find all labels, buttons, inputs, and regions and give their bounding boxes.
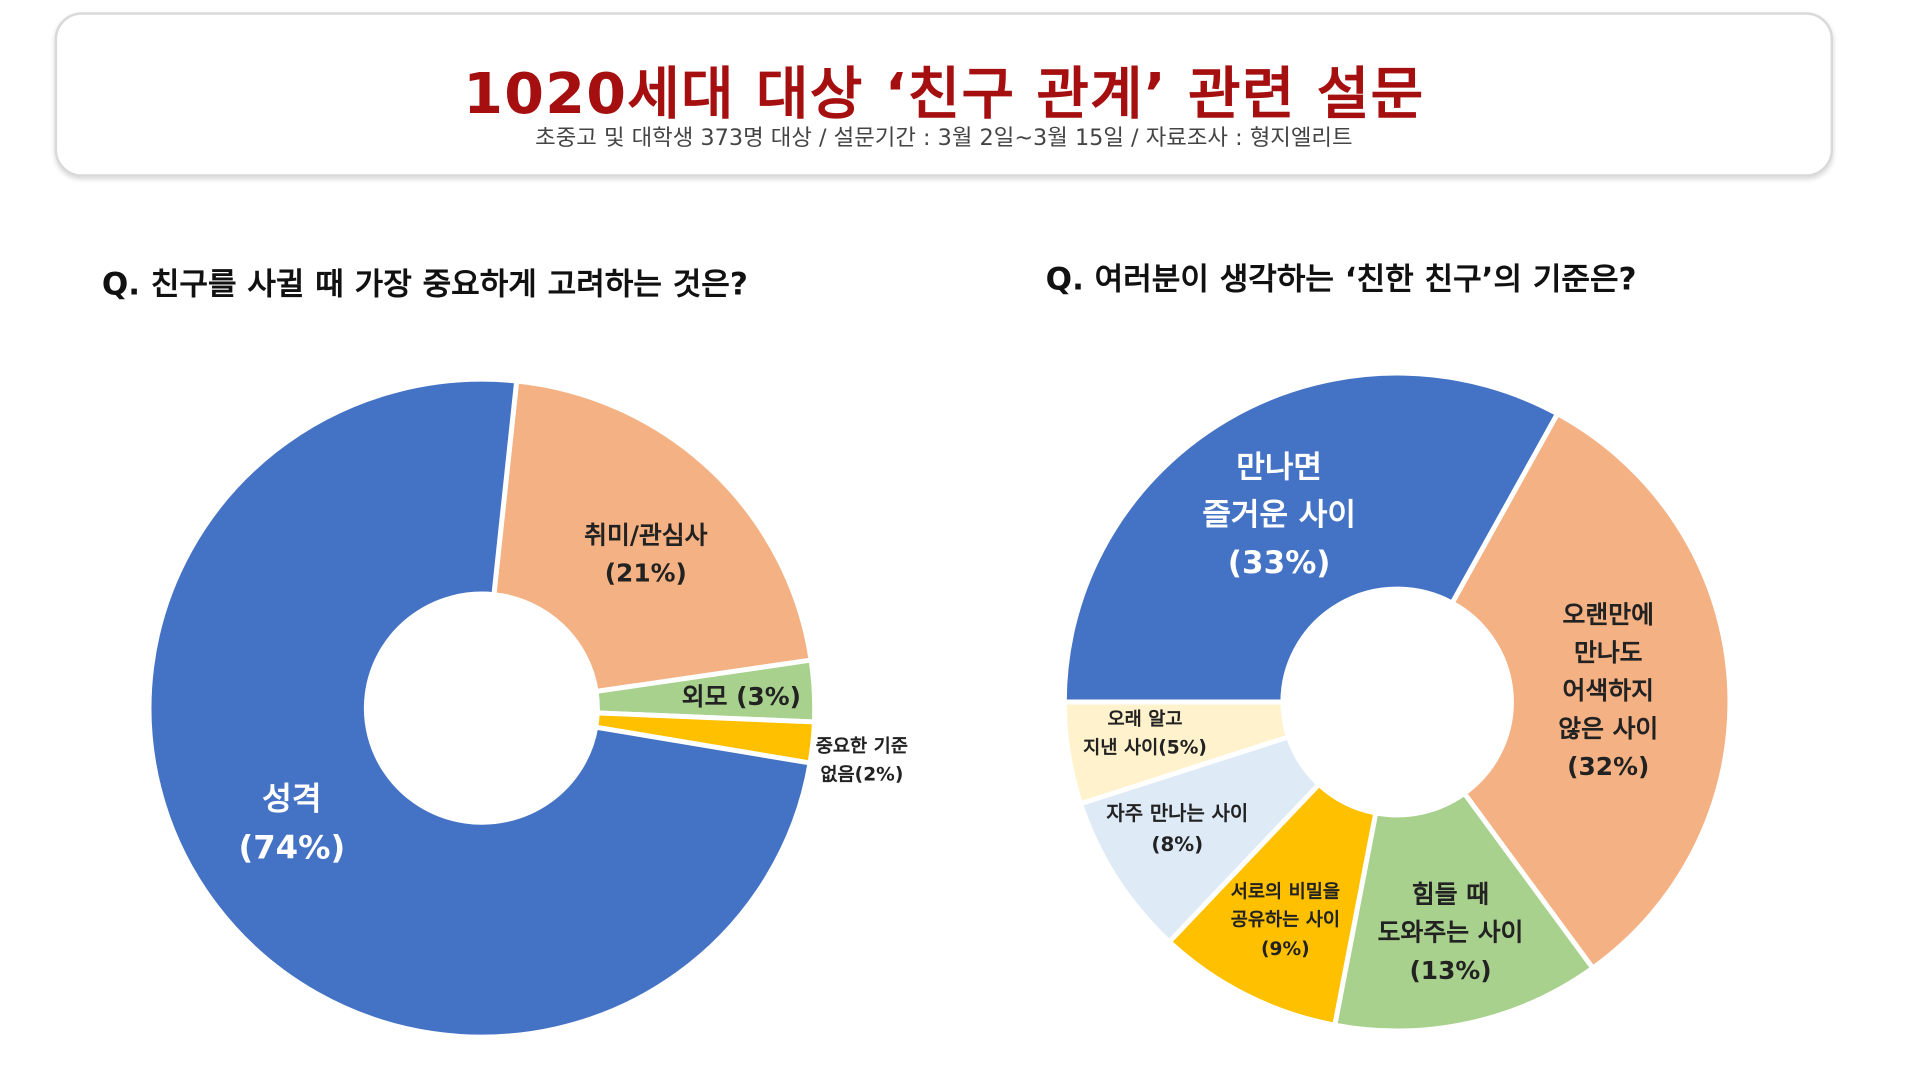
slice-label-line: 만나면	[1236, 449, 1323, 485]
slice-label-line: 성격	[262, 781, 322, 819]
slice-label-line: (8%)	[1151, 832, 1204, 856]
chart-2-slice-1	[1061, 370, 1561, 705]
slice-label-line: (9%)	[1261, 937, 1310, 960]
slice-label-line: 취미/관심사	[584, 520, 708, 550]
slice-label-line: 만나도	[1573, 637, 1643, 668]
slice-label-line: 서로의 비밀을	[1230, 880, 1341, 903]
slice-label-line: (21%)	[604, 558, 687, 588]
slice-label-line: 힘들 때	[1411, 879, 1490, 909]
slice-label-line: 어색하지	[1562, 675, 1654, 706]
slice-label-line: 오랜만에	[1562, 599, 1654, 629]
chart-2-slice-6	[1061, 699, 1292, 807]
chart-2-slice-3	[1331, 789, 1597, 1034]
slice-label-line: 외모 (3%)	[681, 681, 802, 712]
chart-1-slice-1	[491, 378, 814, 695]
page-title: 1020세대 대상 ‘친구 관계’ 관련 설문	[463, 60, 1425, 127]
chart-1-title: Q. 친구를 사귈 때 가장 중요하게 고려하는 것은?	[101, 266, 748, 302]
slice-label-line: (32%)	[1567, 751, 1650, 782]
slice-label-line: 않은 사이	[1558, 713, 1659, 744]
slice-label-line: 자주 만나는 사이	[1106, 801, 1249, 825]
page-subtitle: 초중고 및 대학생 373명 대상 / 설문기간 : 3월 2일~3월 15일 …	[535, 125, 1353, 151]
chart-1-slice-label-1: 취미/관심사 (21%)	[584, 517, 707, 593]
slice-label-line: 도와주는 사이	[1377, 917, 1524, 947]
slice-label-line: 오래 알고	[1107, 707, 1183, 730]
chart-2-slice-4	[1165, 780, 1379, 1028]
chart-1-slice-label-2: 외모 (3%)	[682, 678, 801, 716]
header-box: 1020세대 대상 ‘친구 관계’ 관련 설문 초중고 및 대학생 373명 대…	[54, 12, 1834, 177]
chart-1-slice-label-4: 성격 (74%)	[238, 775, 345, 874]
slice-label-line: (74%)	[238, 830, 346, 868]
slice-label-line: 공유하는 사이	[1230, 908, 1341, 931]
slice-label-line: 중요한 기준	[815, 734, 908, 757]
slice-label-line: (33%)	[1227, 544, 1331, 580]
chart-2-slice-2	[1448, 410, 1733, 972]
chart-1-slice-4	[146, 376, 813, 1040]
slice-label-line: 즐거운 사이	[1202, 496, 1356, 533]
chart-2-title: Q. 여러분이 생각하는 ‘친한 친구’의 기준은?	[1045, 261, 1637, 298]
slice-label-line: 지낸 사이(5%)	[1083, 736, 1207, 759]
chart-2-slice-label-5: 자주 만나는 사이 (8%)	[1106, 799, 1248, 860]
slice-label-line: 없음(2%)	[820, 763, 904, 786]
slice-label-line: (13%)	[1409, 955, 1492, 985]
